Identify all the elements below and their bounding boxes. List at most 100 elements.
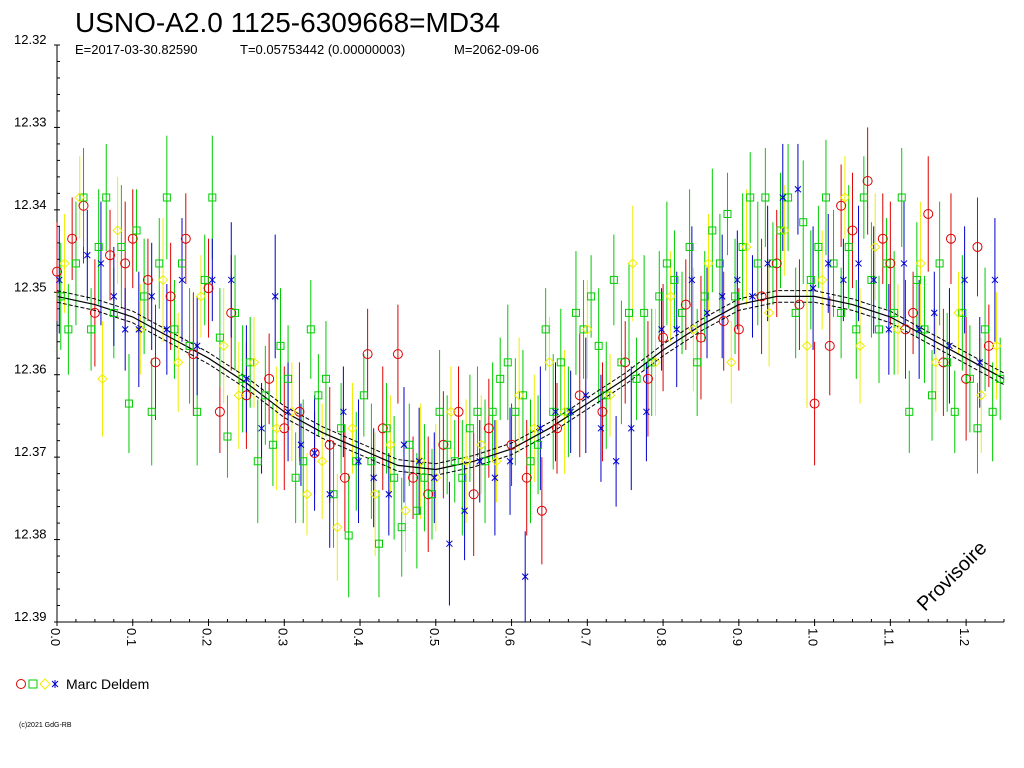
point-circle <box>718 316 729 327</box>
period-label: T=0.05753442 (0.00000003) <box>240 42 405 57</box>
point-star <box>915 325 923 334</box>
point-circle <box>52 266 62 277</box>
data-points <box>52 176 1005 581</box>
point-star <box>97 259 105 268</box>
point-square <box>867 275 876 284</box>
legend-marker-star <box>51 680 59 688</box>
point-star <box>870 275 878 284</box>
point-square <box>594 341 603 350</box>
x-tick-label: 1.0 <box>806 628 821 646</box>
point-circle <box>836 200 847 211</box>
point-diamond <box>582 324 593 335</box>
point-circle <box>642 373 653 384</box>
legend-marker-square <box>28 679 38 689</box>
point-diamond <box>976 390 987 401</box>
point-square <box>420 473 429 482</box>
point-square <box>579 325 588 334</box>
epoch-label: E=2017-03-30.82590 <box>75 42 198 57</box>
point-square <box>647 358 656 367</box>
point-star <box>135 325 143 334</box>
point-square <box>731 292 740 301</box>
point-square <box>458 473 467 482</box>
point-star <box>506 457 514 466</box>
point-square <box>496 374 505 383</box>
point-square <box>109 308 118 317</box>
point-diamond <box>688 324 699 335</box>
point-star <box>311 449 318 458</box>
point-diamond <box>915 258 926 269</box>
point-square <box>617 358 626 367</box>
point-circle <box>226 307 237 318</box>
point-square <box>571 308 580 317</box>
point-square <box>291 473 300 482</box>
point-square <box>246 358 255 367</box>
point-square <box>534 440 543 449</box>
point-star <box>271 292 279 301</box>
point-square <box>465 424 474 433</box>
point-square <box>556 358 565 367</box>
point-star <box>627 424 635 433</box>
point-star <box>764 259 771 268</box>
point-square <box>473 407 482 416</box>
point-diamond <box>854 340 866 352</box>
point-square <box>746 193 755 202</box>
point-square <box>94 242 103 251</box>
point-square <box>367 457 376 466</box>
point-circle <box>408 472 419 483</box>
point-circle <box>658 332 669 343</box>
x-tick-label: 0.6 <box>503 628 518 646</box>
point-square <box>147 407 156 416</box>
y-tick-label: 12.37 <box>14 444 47 459</box>
y-tick-label: 12.36 <box>14 362 47 377</box>
watermark-provisoire: Provisoire <box>913 537 991 615</box>
point-square <box>632 374 641 383</box>
point-diamond <box>726 357 737 368</box>
point-square <box>56 292 65 301</box>
point-square <box>488 407 497 416</box>
fit-band-lower <box>56 301 1005 476</box>
x-tick-label: 0.4 <box>351 628 366 646</box>
point-star <box>809 284 817 293</box>
point-square <box>981 325 990 334</box>
point-diamond <box>369 489 381 500</box>
point-star <box>536 424 544 433</box>
point-diamond <box>529 423 540 434</box>
point-circle <box>468 489 479 500</box>
point-square <box>609 275 618 284</box>
point-star <box>163 325 171 334</box>
point-square <box>821 193 830 202</box>
point-star <box>961 275 968 284</box>
point-diamond <box>59 258 70 269</box>
y-tick-label: 12.38 <box>14 527 47 542</box>
point-star <box>855 259 862 268</box>
point-square <box>450 457 459 466</box>
fit-curve-line <box>56 295 1005 471</box>
point-square <box>723 209 732 218</box>
point-circle <box>862 176 873 187</box>
point-star <box>385 490 393 499</box>
point-circle <box>89 307 100 318</box>
point-square <box>185 341 194 350</box>
point-circle <box>324 439 335 450</box>
point-star <box>567 407 575 416</box>
point-square <box>662 259 671 268</box>
point-square <box>314 391 323 400</box>
point-star <box>446 539 453 548</box>
point-square <box>253 457 262 466</box>
point-square <box>814 242 823 251</box>
point-circle <box>438 439 449 450</box>
point-diamond <box>544 357 555 368</box>
point-circle <box>695 332 706 343</box>
point-star <box>83 251 91 260</box>
point-circle <box>961 373 972 384</box>
point-star <box>840 275 847 284</box>
point-circle <box>938 357 949 368</box>
point-square <box>943 358 952 367</box>
point-square <box>587 292 596 301</box>
point-square <box>117 242 126 251</box>
point-diamond <box>286 406 298 418</box>
point-circle <box>824 340 835 351</box>
point-star <box>110 292 118 301</box>
y-tick-label: 12.34 <box>14 197 47 212</box>
point-square <box>352 457 361 466</box>
